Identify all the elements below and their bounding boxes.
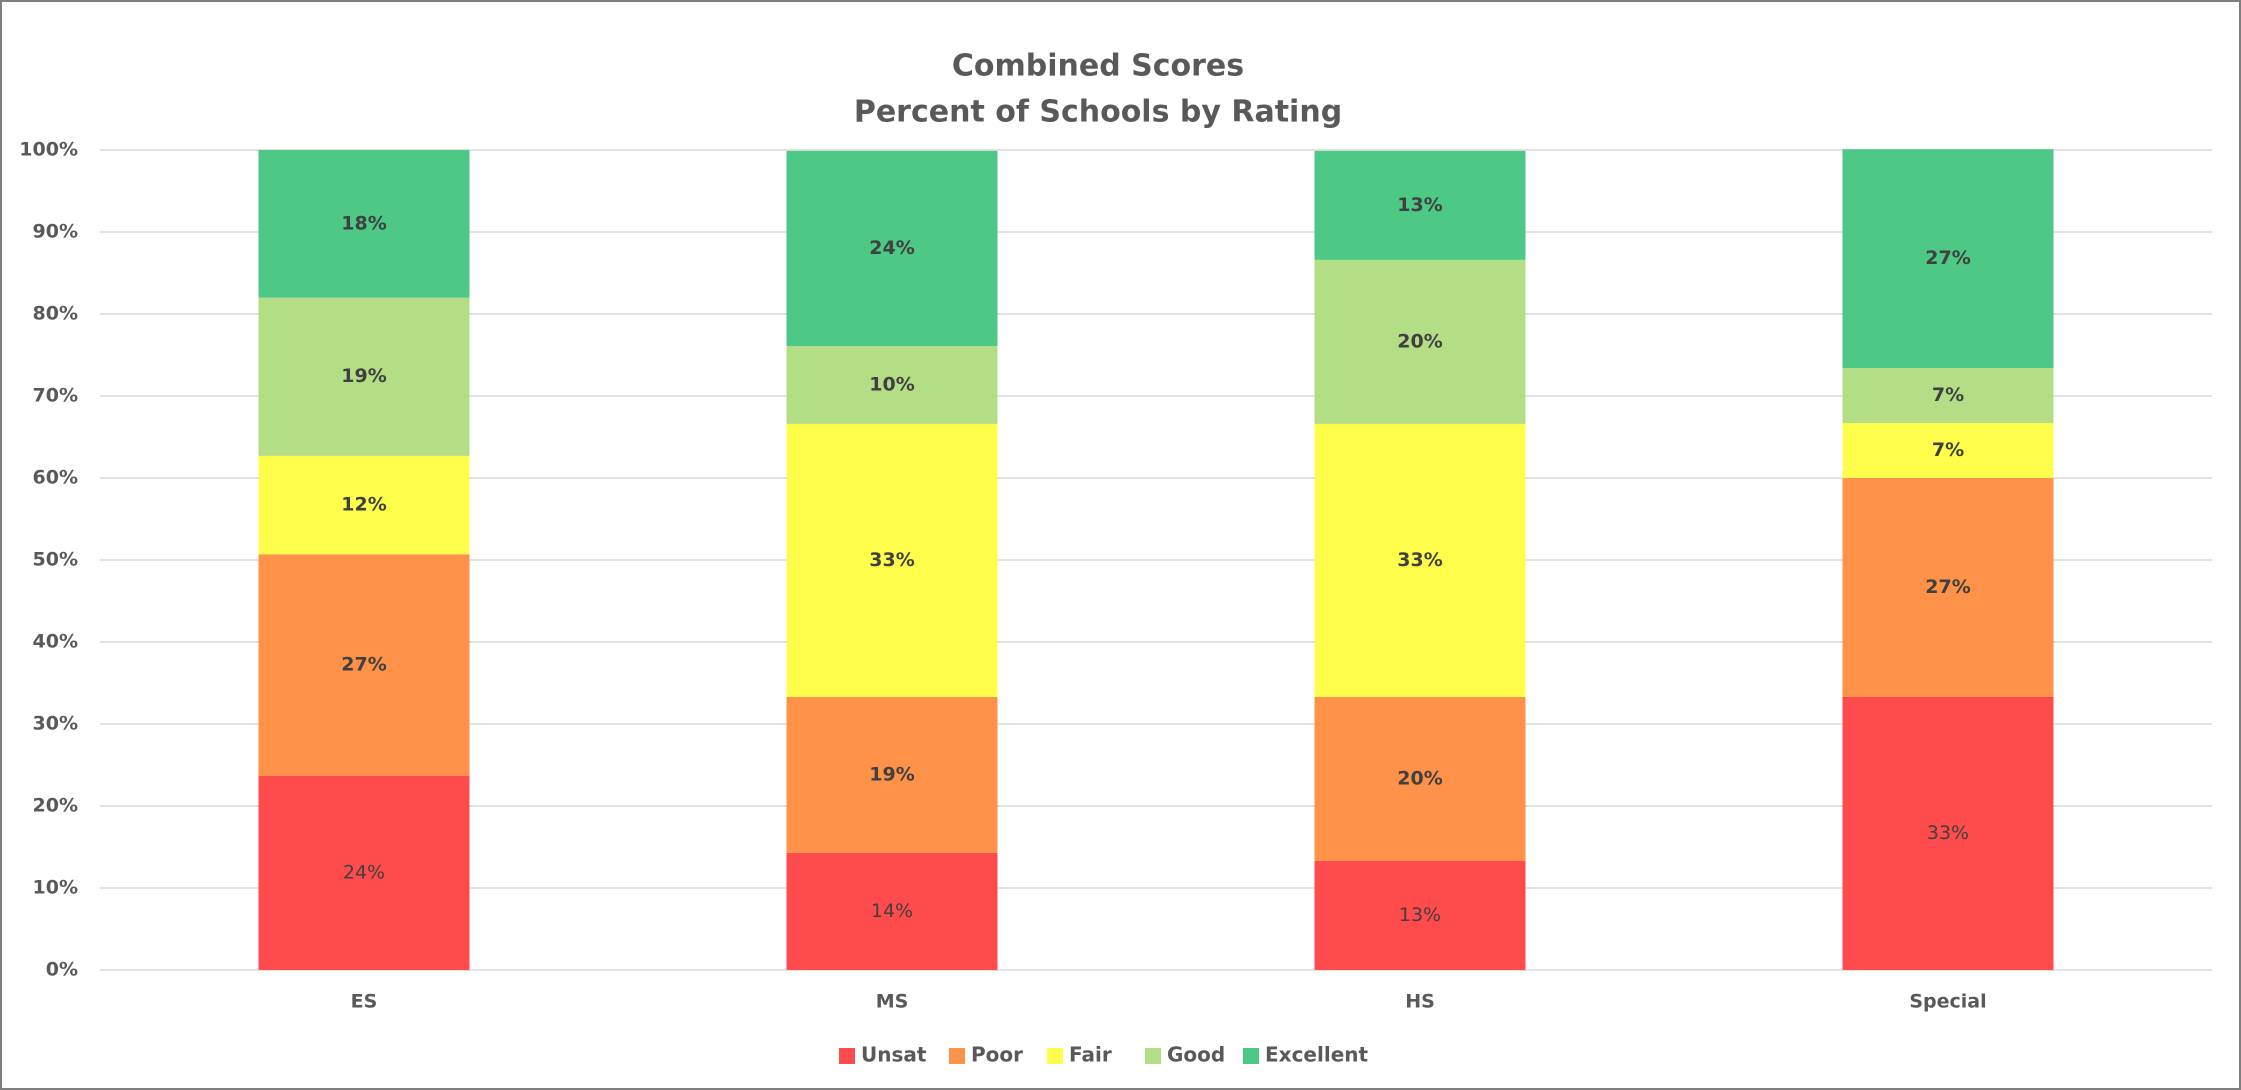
legend-label: Fair [1069, 1043, 1112, 1067]
bar-segment [786, 423, 998, 697]
bar-segment [258, 455, 470, 555]
data-label: 18% [341, 212, 386, 234]
bar-segment [258, 554, 470, 776]
y-tick-label: 80% [33, 303, 78, 325]
x-tick-label: HS [1405, 991, 1435, 1013]
x-tick-label: Special [1909, 991, 1986, 1013]
data-label: 10% [869, 373, 914, 395]
bar-segment [258, 775, 470, 970]
bar-segment [258, 150, 470, 298]
legend-swatch [1243, 1048, 1259, 1064]
data-label: 14% [871, 900, 913, 922]
y-tick-label: 20% [33, 795, 78, 817]
data-label: 33% [869, 549, 914, 571]
bar-segment [1842, 423, 2054, 478]
data-label: 7% [1932, 384, 1964, 406]
data-label: 13% [1397, 194, 1442, 216]
bar-segment [1314, 259, 1526, 424]
y-tick-label: 0% [46, 959, 78, 981]
bar-segment [1842, 149, 2054, 369]
bar-segment [258, 297, 470, 456]
y-tick-label: 10% [33, 877, 78, 899]
legend-label: Good [1167, 1043, 1225, 1067]
data-label: 13% [1399, 904, 1441, 926]
x-tick-label: ES [351, 991, 378, 1013]
legend-swatch [949, 1048, 965, 1064]
data-label: 20% [1397, 330, 1442, 352]
x-tick-label: MS [876, 991, 909, 1013]
bar-segment [1314, 150, 1526, 260]
bar-segment [786, 150, 998, 346]
data-label: 19% [341, 365, 386, 387]
legend-swatch [839, 1048, 855, 1064]
data-label: 7% [1932, 439, 1964, 461]
data-label: 20% [1397, 767, 1442, 789]
bar-segment [1842, 368, 2054, 424]
bar-segment [1842, 478, 2054, 697]
data-label: 24% [869, 237, 914, 259]
data-label: 33% [1927, 822, 1969, 844]
y-tick-label: 30% [33, 713, 78, 735]
y-tick-label: 70% [33, 385, 78, 407]
bar-segment [1314, 696, 1526, 861]
bar-segment [1314, 423, 1526, 697]
chart-title: Combined Scores [952, 49, 1244, 84]
legend-label: Excellent [1265, 1043, 1368, 1067]
bar-segment [1314, 860, 1526, 970]
legend-swatch [1145, 1048, 1161, 1064]
data-label: 12% [341, 494, 386, 516]
data-label: 33% [1397, 549, 1442, 571]
y-tick-label: 100% [19, 139, 78, 161]
y-tick-label: 60% [33, 467, 78, 489]
chart-subtitle: Percent of Schools by Rating [854, 95, 1342, 130]
bar-segment [1842, 696, 2054, 970]
data-label: 27% [1925, 247, 1970, 269]
data-label: 27% [1925, 576, 1970, 598]
bar-segment [786, 852, 998, 970]
data-label: 24% [343, 861, 385, 883]
data-label: 27% [341, 653, 386, 675]
bar-segment [786, 345, 998, 424]
y-tick-label: 40% [33, 631, 78, 653]
legend-label: Poor [971, 1043, 1023, 1067]
y-tick-label: 50% [33, 549, 78, 571]
bar-segment [786, 696, 998, 853]
legend-swatch [1047, 1048, 1063, 1064]
legend-label: Unsat [861, 1043, 927, 1067]
y-tick-label: 90% [33, 221, 78, 243]
data-label: 19% [869, 763, 914, 785]
